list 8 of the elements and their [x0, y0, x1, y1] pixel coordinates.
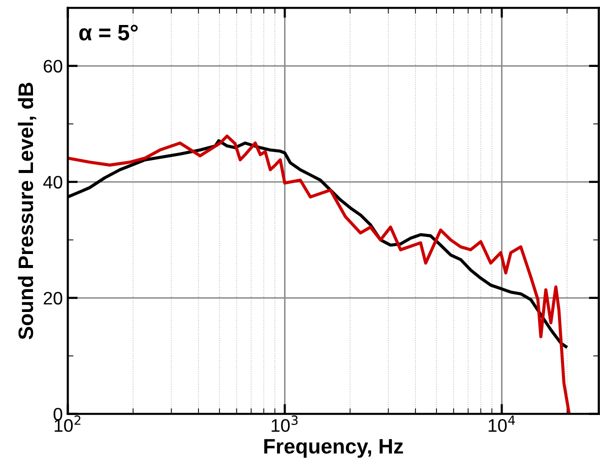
y-tick-label: 60: [44, 60, 62, 73]
y-tick-label: 40: [43, 176, 62, 189]
y-tick-label: 20: [44, 292, 62, 305]
x-tick-label: 10$^{3}$: [272, 415, 298, 432]
x-tick-label: 10$^{4}$: [488, 416, 515, 432]
annotation: α = 5°: [79, 24, 138, 40]
x-axis-title: Frequency, Hz: [264, 439, 403, 458]
y-axis-title: Sound Pressure Level, dB: [18, 82, 36, 340]
